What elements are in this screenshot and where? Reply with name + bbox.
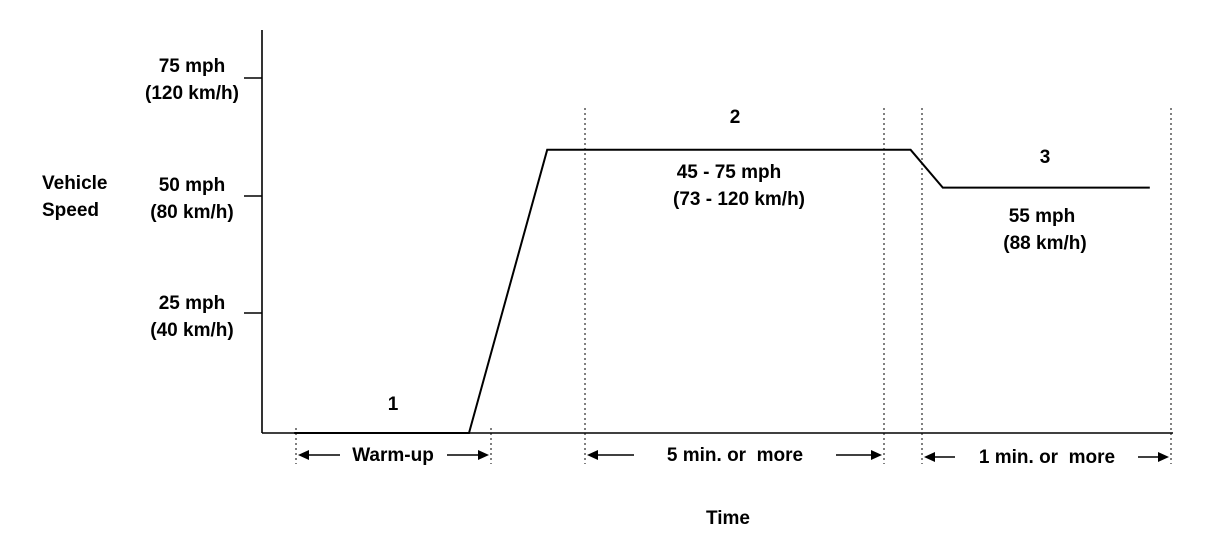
- y-axis-title-line-2: Speed: [42, 200, 99, 221]
- phase-3-speed-kmh: (88 km/h): [1003, 233, 1086, 254]
- phase-2-number: 2: [730, 107, 741, 128]
- phase-2-arrow-left-head: [587, 450, 598, 460]
- phase-1-duration-label: Warm-up: [352, 445, 434, 466]
- y-tick-label-75-mph: 75 mph: [159, 56, 226, 77]
- phase-1-duration-arrow: [298, 450, 489, 460]
- y-tick-label-75-kmh: (120 km/h): [145, 83, 239, 104]
- phase-3-duration-label: 1 min. or more: [979, 447, 1115, 468]
- y-tick-label-25-mph: 25 mph: [159, 293, 226, 314]
- phase-2-duration-label: 5 min. or more: [667, 445, 803, 466]
- phase-2-arrow-right-head: [871, 450, 882, 460]
- phase-3-arrow-right-head: [1158, 452, 1169, 462]
- y-tick-50: 50 mph (80 km/h): [150, 175, 262, 223]
- phase-3-duration-arrow: [924, 452, 1169, 462]
- y-tick-25: 25 mph (40 km/h): [150, 293, 262, 341]
- speed-trace-line: [294, 148, 1150, 434]
- y-tick-label-50-kmh: (80 km/h): [150, 202, 233, 223]
- phase-2-duration-arrow: [587, 450, 882, 460]
- phase-3-number: 3: [1040, 147, 1051, 168]
- phase-1-number: 1: [388, 394, 399, 415]
- y-axis-title-line-1: Vehicle: [42, 173, 108, 194]
- y-tick-label-50-mph: 50 mph: [159, 175, 226, 196]
- phase-1-arrow-left-head: [298, 450, 309, 460]
- phase-3-speed-mph: 55 mph: [1009, 206, 1076, 227]
- x-axis-title: Time: [706, 508, 750, 529]
- phase-2-speed-kmh: (73 - 120 km/h): [673, 189, 805, 210]
- phase-1-arrow-right-head: [478, 450, 489, 460]
- phase-3-arrow-left-head: [924, 452, 935, 462]
- y-tick-75: 75 mph (120 km/h): [145, 56, 262, 104]
- y-tick-label-25-kmh: (40 km/h): [150, 320, 233, 341]
- phase-2-speed-mph: 45 - 75 mph: [677, 162, 782, 183]
